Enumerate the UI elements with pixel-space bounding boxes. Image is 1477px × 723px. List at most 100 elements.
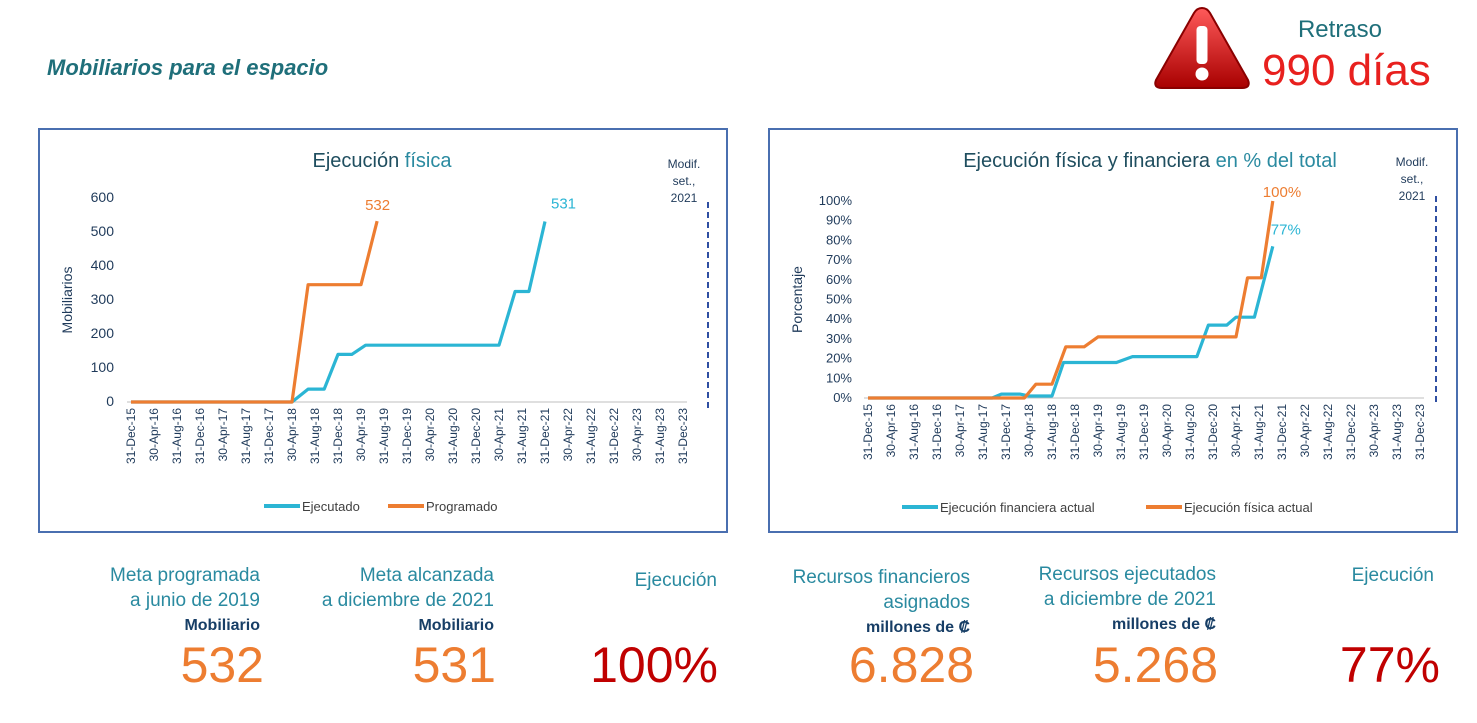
stat-meta-alcanzada-value: 531 [412,637,496,693]
x-tick-label: 31-Dec-22 [1344,404,1358,460]
x-tick-label: 31-Dec-19 [1137,404,1151,460]
chart-title-main: Ejecución física y financiera [963,150,1211,172]
series-line-orange [131,220,379,404]
stat-meta-programada-line1: Meta programada [110,565,260,586]
x-tick-label: 31-Aug-22 [1321,404,1335,460]
x-tick-label: 30-Apr-17 [953,404,967,458]
legend-label: Programado [426,499,498,514]
stat-recursos-ejecutados: Recursos ejecutados a diciembre de 2021 … [1010,562,1216,637]
stat-recursos-asignados: Recursos financieros asignados millones … [770,565,970,640]
x-tick-label: 31-Aug-21 [515,408,529,464]
x-tick-label: 31-Dec-20 [469,408,483,464]
x-tick-label: 31-Dec-16 [930,404,944,460]
x-tick-label: 31-Dec-21 [1275,404,1289,460]
modification-annotation: Modif. [1396,155,1429,169]
x-tick-label: 31-Aug-19 [1114,404,1128,460]
physical-execution-chart: Ejecución física Mobiliarios 0 100 200 300 400… [38,128,728,533]
x-tick-label: 31-Dec-17 [999,404,1013,460]
x-tick-label: 31-Aug-18 [1045,404,1059,460]
x-tick-label: 31-Dec-17 [262,408,276,464]
modification-annotation: set., [673,174,696,188]
x-tick-label: 30-Apr-17 [216,408,230,462]
x-tick-label: 31-Aug-16 [170,408,184,464]
y-tick-label: 90% [826,213,852,228]
x-tick-label: 30-Apr-21 [492,408,506,462]
stat-recursos-asignados-unit: millones de ₡ [865,619,970,636]
y-tick-label: 0 [106,393,114,409]
x-tick-label: 31-Aug-20 [446,408,460,464]
x-tick-label: 31-Aug-17 [239,408,253,464]
x-tick-label: 31-Dec-19 [400,408,414,464]
x-tick-label: 31-Dec-20 [1206,404,1220,460]
warning-triangle-icon [1154,6,1250,89]
stat-meta-alcanzada-unit: Mobiliario [418,617,494,634]
x-tick-label: 30-Apr-23 [630,408,644,462]
y-axis-label: Porcentaje [789,266,805,333]
modification-annotation: set., [1401,172,1424,186]
stat-recursos-ejecutados-line1: Recursos ejecutados [1038,564,1216,585]
legend-label: Ejecución financiera actual [940,500,1095,515]
series-end-label: 77% [1271,221,1301,238]
x-tick-label: 31-Aug-22 [584,408,598,464]
y-tick-label: 10% [826,370,852,385]
x-tick-label: 30-Apr-23 [1367,404,1381,458]
x-tick-label: 31-Aug-23 [1390,404,1404,460]
stat-ejecucion-fisica: Ejecución [560,568,717,593]
y-tick-label: 30% [826,331,852,346]
stat-ejecucion-fisica-value: 100% [590,637,718,693]
series-line-blue [868,245,1275,400]
y-tick-label: 20% [826,351,852,366]
x-tick-label: 31-Aug-23 [653,408,667,464]
stat-recursos-asignados-line1: Recursos financieros [792,567,970,588]
y-tick-label: 60% [826,272,852,287]
x-tick-label: 31-Dec-23 [676,408,690,464]
x-tick-label: 30-Apr-20 [423,408,437,462]
x-tick-label: 31-Aug-20 [1183,404,1197,460]
x-tick-label: 31-Dec-15 [861,404,875,460]
y-tick-label: 50% [826,292,852,307]
stat-meta-alcanzada-line2: a diciembre de 2021 [321,590,494,611]
x-tick-label: 30-Apr-18 [1022,404,1036,458]
y-tick-label: 0% [833,390,852,405]
x-tick-label: 30-Apr-19 [1091,404,1105,458]
x-tick-label: 31-Dec-21 [538,408,552,464]
stat-meta-alcanzada-line1: Meta alcanzada [359,565,494,586]
stat-meta-programada-value: 532 [180,637,264,693]
modification-annotation: Modif. [668,157,701,171]
y-tick-label: 100% [819,193,853,208]
stat-recursos-ejecutados-line2: a diciembre de 2021 [1043,589,1216,610]
series-end-label: 531 [551,195,576,212]
x-tick-label: 31-Dec-15 [124,408,138,464]
x-tick-label: 31-Aug-17 [976,404,990,460]
y-tick-label: 200 [91,325,115,341]
stat-meta-programada: Meta programada a junio de 2019 Mobiliar… [60,563,260,638]
y-tick-label: 70% [826,252,852,267]
y-tick-label: 40% [826,311,852,326]
series-end-label: 100% [1263,184,1301,201]
series-end-label: 532 [365,197,390,214]
delay-value: 990 días [1262,46,1431,95]
stat-ejecucion-financiera: Ejecución [1290,563,1434,588]
x-tick-label: 30-Apr-20 [1160,404,1174,458]
chart-title: Ejecución física [313,150,453,172]
x-tick-label: 30-Apr-16 [884,404,898,458]
x-tick-label: 31-Aug-16 [907,404,921,460]
stat-ejecucion-fisica-label: Ejecución [634,570,717,591]
x-tick-label: 30-Apr-22 [1298,404,1312,458]
stat-recursos-asignados-value: 6.828 [848,637,974,693]
x-tick-label: 30-Apr-19 [354,408,368,462]
stat-meta-programada-unit: Mobiliario [184,617,260,634]
page-title: Mobiliarios para el espacio [47,55,329,80]
legend-label: Ejecutado [302,499,360,514]
x-tick-label: 31-Aug-18 [308,408,322,464]
modification-annotation: 2021 [671,191,698,205]
x-tick-label: 30-Apr-22 [561,408,575,462]
stat-meta-programada-line2: a junio de 2019 [130,590,260,611]
x-tick-label: 30-Apr-16 [147,408,161,462]
chart-title-rest: física [399,150,452,172]
stat-ejecucion-financiera-value: 77% [1339,637,1440,693]
x-tick-label: 31-Dec-18 [331,408,345,464]
x-tick-label: 31-Aug-19 [377,408,391,464]
series-line-blue [131,221,547,404]
stat-recursos-asignados-line2: asignados [883,592,970,613]
